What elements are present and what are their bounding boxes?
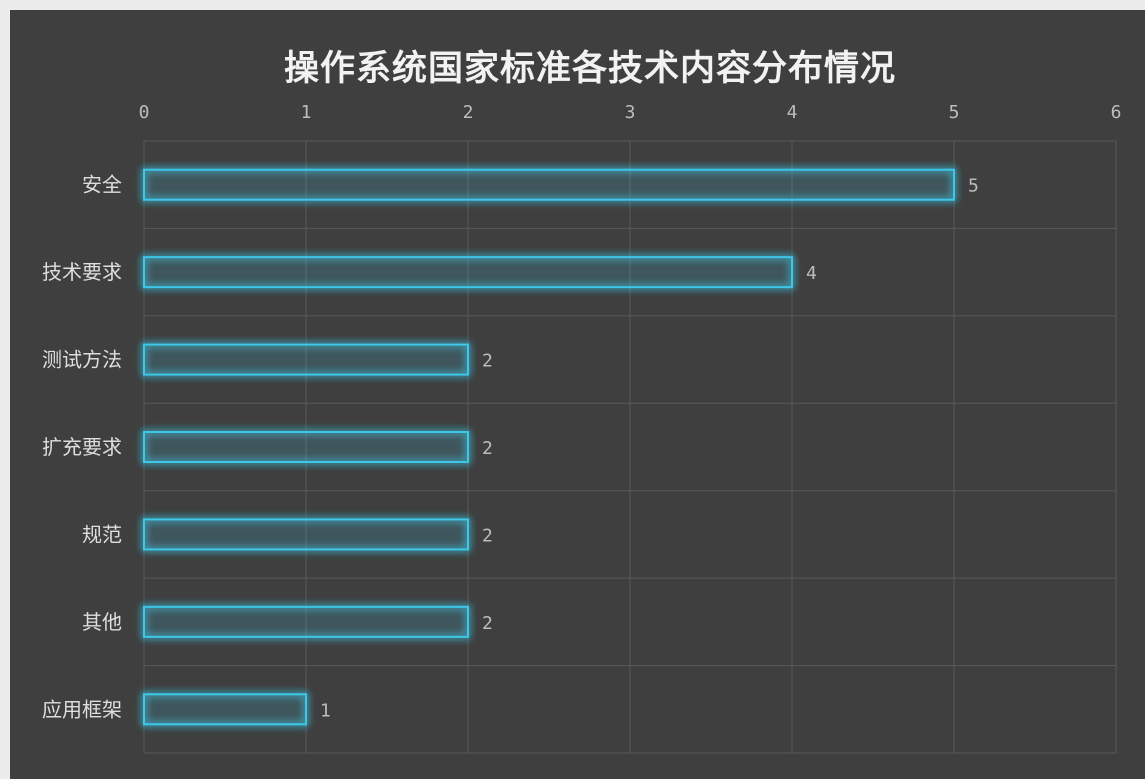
category-label: 规范 xyxy=(82,522,122,546)
x-tick-label: 5 xyxy=(949,102,960,123)
x-tick-label: 4 xyxy=(787,102,798,123)
grid xyxy=(143,140,1117,754)
bar xyxy=(143,693,307,726)
data-label: 4 xyxy=(806,263,817,284)
bar xyxy=(143,256,793,289)
bars xyxy=(143,168,955,726)
x-tick-label: 3 xyxy=(625,102,636,123)
data-label: 2 xyxy=(482,351,493,372)
x-tick-label: 6 xyxy=(1111,102,1122,123)
category-label: 安全 xyxy=(82,173,122,197)
x-tick-label: 1 xyxy=(301,102,312,123)
x-tick-label: 2 xyxy=(463,102,474,123)
data-label: 1 xyxy=(320,700,331,721)
x-tick-label: 0 xyxy=(139,102,150,123)
category-label: 扩充要求 xyxy=(42,435,122,459)
data-labels: 5 4 2 2 2 2 1 xyxy=(320,176,979,722)
x-axis: 0 1 2 3 4 5 6 xyxy=(139,102,1122,123)
chart-frame: 操作系统国家标准各技术内容分布情况 0 1 2 3 4 5 6 安全技术要求测试方法扩充要求… xyxy=(10,10,1145,779)
data-label: 5 xyxy=(968,176,979,197)
data-label: 2 xyxy=(482,525,493,546)
chart-title: 操作系统国家标准各技术内容分布情况 xyxy=(283,49,896,89)
bar xyxy=(143,518,469,551)
category-label: 应用框架 xyxy=(42,697,122,721)
category-label: 其他 xyxy=(82,610,122,634)
bar xyxy=(143,168,955,201)
category-label: 技术要求 xyxy=(42,260,122,284)
category-label: 测试方法 xyxy=(42,348,122,372)
data-label: 2 xyxy=(482,613,493,634)
data-label: 2 xyxy=(482,438,493,459)
bar xyxy=(143,343,469,376)
bar xyxy=(143,605,469,638)
bar xyxy=(143,431,469,463)
